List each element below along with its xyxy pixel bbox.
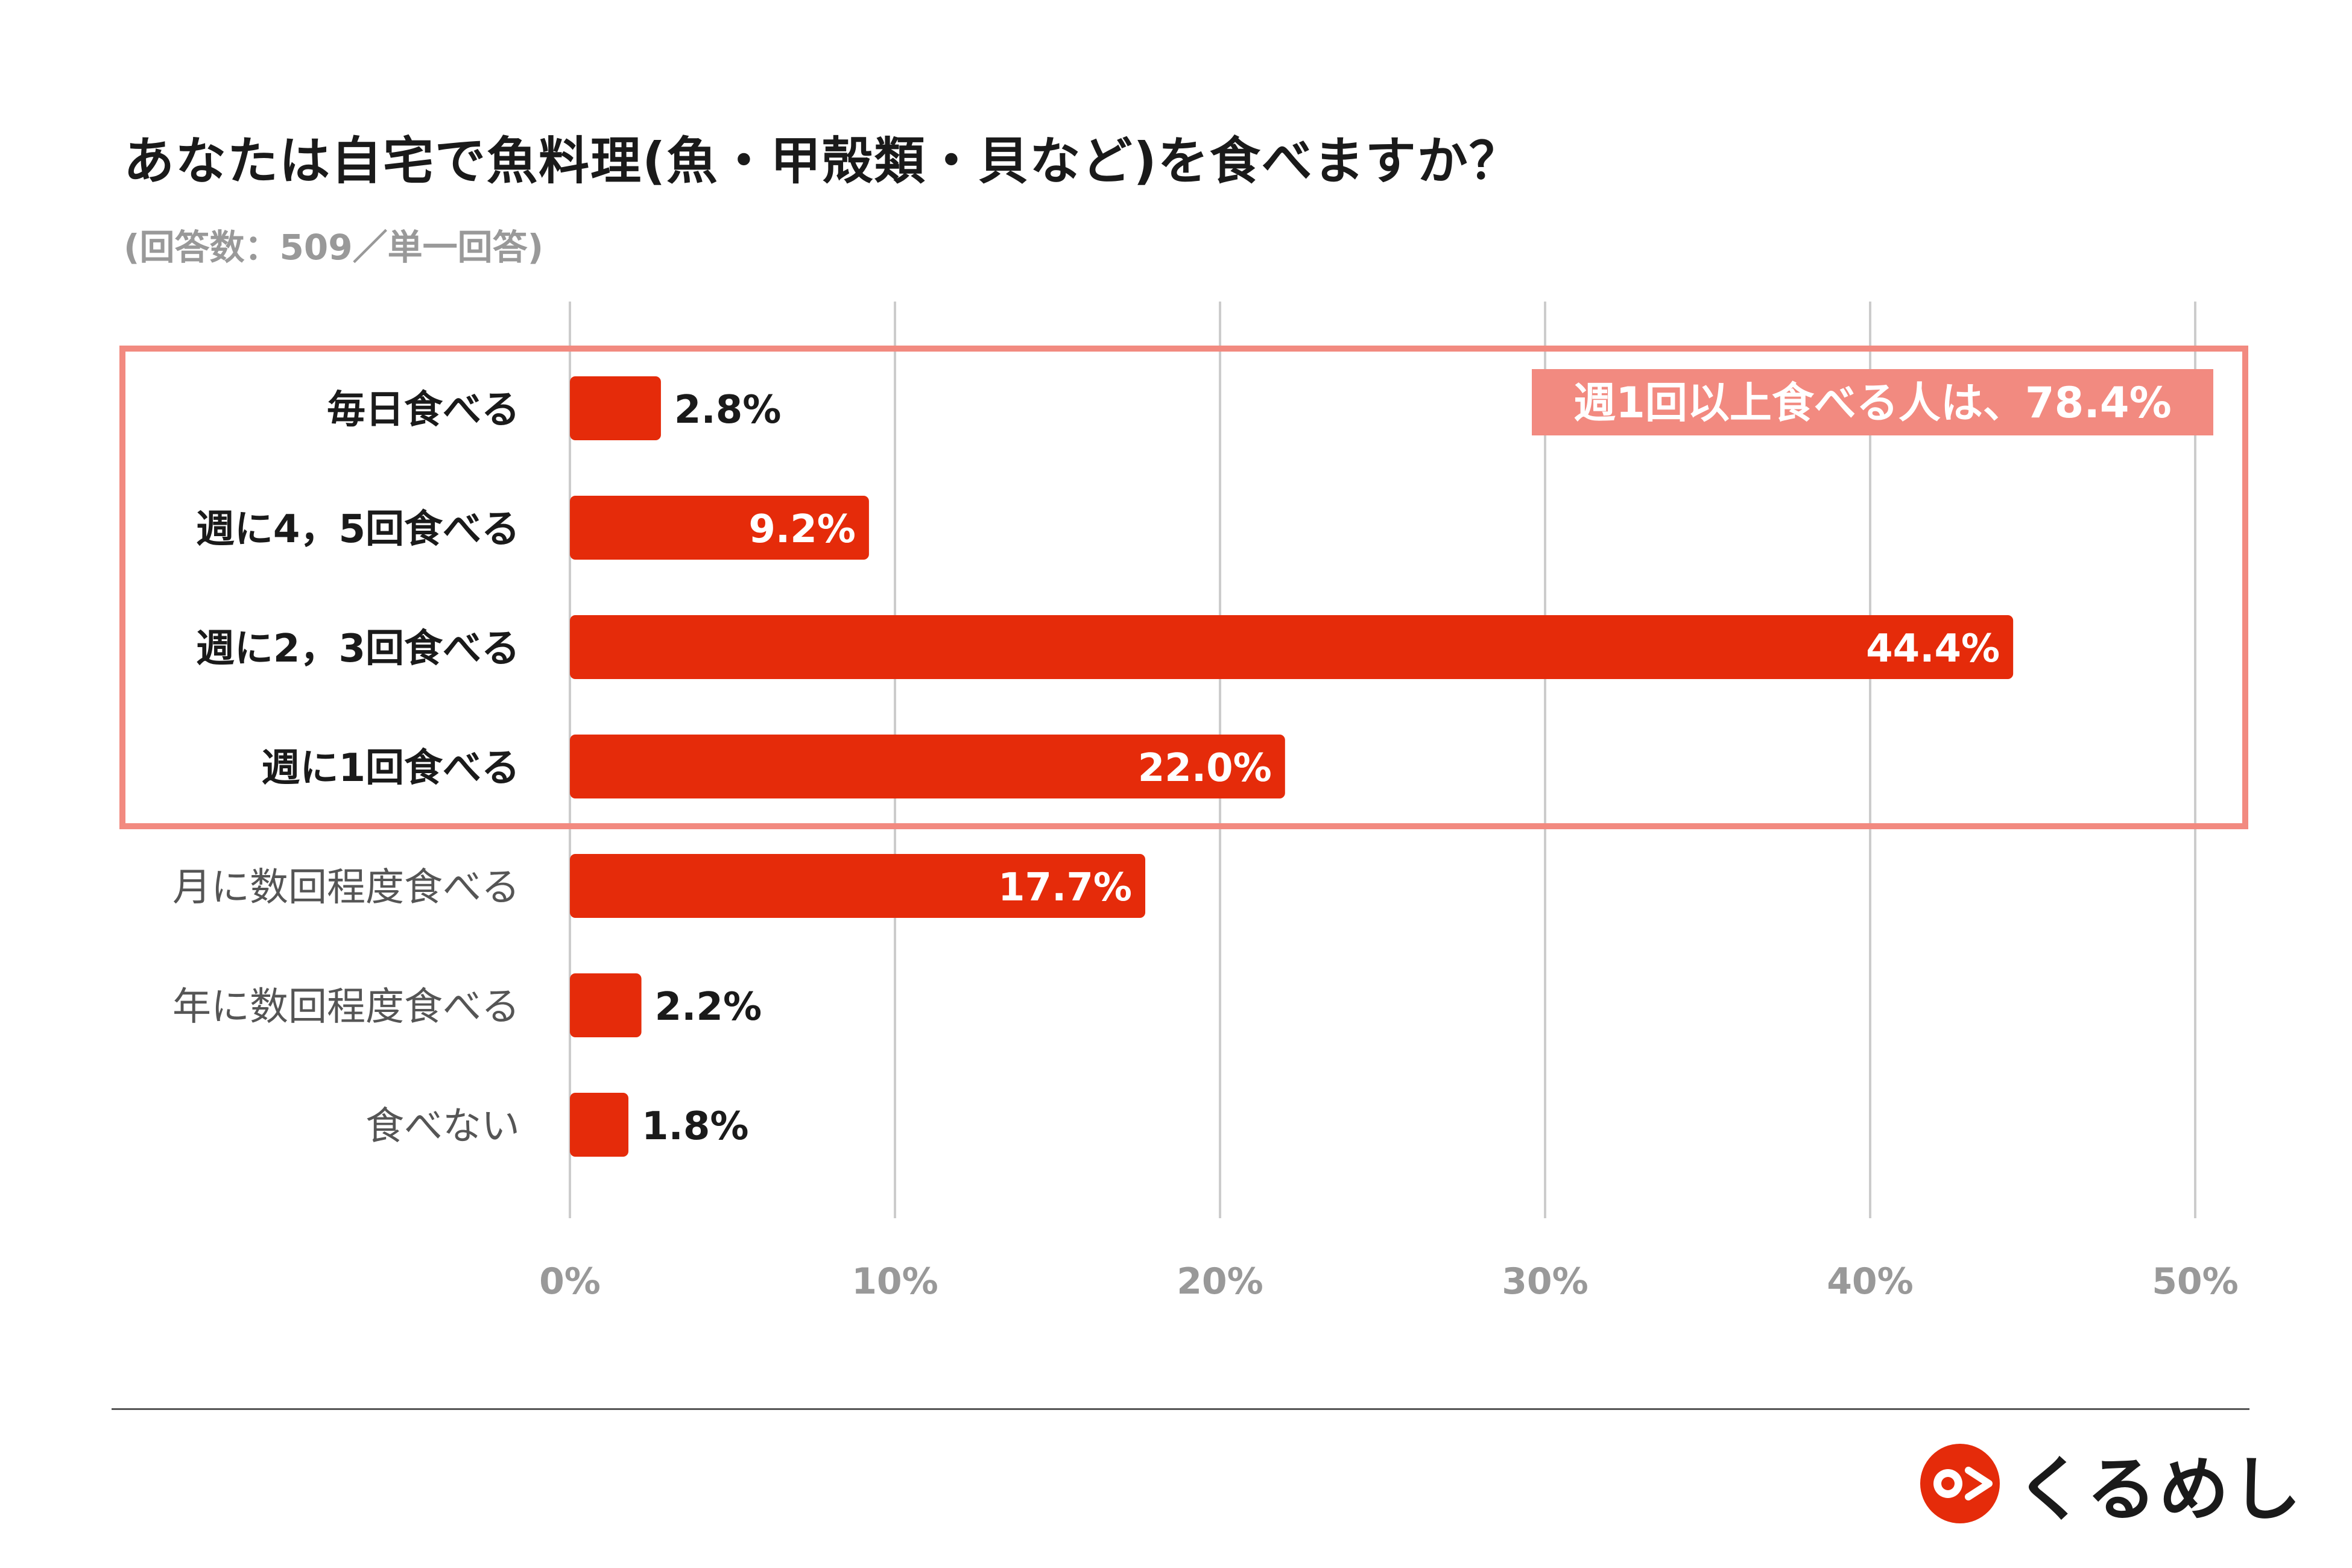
bar: [570, 615, 2014, 679]
x-tick-label: 10%: [852, 1260, 938, 1303]
bar: [570, 854, 1146, 918]
category-label: 食べない: [365, 1104, 520, 1149]
category-label: 年に数回程度食べる: [172, 985, 520, 1029]
brand-logo: くるめし: [1918, 1441, 2304, 1531]
bar: [570, 376, 661, 440]
data-label: 1.8%: [642, 1104, 749, 1149]
x-tick-label: 30%: [1502, 1260, 1589, 1303]
data-label: 9.2%: [748, 507, 856, 552]
annotation-text: 週1回以上食べる人は、78.4%: [1573, 378, 2172, 428]
category-label: 月に数回程度食べる: [172, 865, 520, 910]
bar: [570, 973, 642, 1037]
x-tick-label: 40%: [1827, 1260, 1914, 1303]
x-tick-label: 50%: [2152, 1260, 2239, 1303]
footer-divider: [112, 1408, 2249, 1410]
x-tick-label: 0%: [539, 1260, 601, 1303]
chart-title: あなたは自宅で魚料理(魚・甲殻類・貝など)を食べますか？: [124, 131, 1521, 191]
data-label: 17.7%: [998, 865, 1132, 910]
category-label: 週に4，5回食べる: [196, 507, 520, 552]
fish-logo-icon: [1920, 1444, 2000, 1523]
category-label: 週に2，3回食べる: [196, 627, 520, 671]
data-label: 44.4%: [1866, 627, 2000, 671]
category-label: 週に1回食べる: [261, 746, 520, 791]
bar: [570, 1093, 629, 1157]
brand-name: くるめし: [2015, 1449, 2304, 1531]
annotation-background: [1532, 369, 2213, 435]
bar: [570, 496, 869, 560]
highlight-box: [119, 346, 2248, 829]
chart-subtitle: (回答数：509／単一回答): [124, 227, 544, 268]
data-label: 2.2%: [655, 985, 762, 1029]
bar: [570, 735, 1285, 798]
data-label: 22.0%: [1138, 746, 1272, 791]
data-label: 2.8%: [674, 388, 782, 432]
bar-chart: 0% 10% 20% 30% 40% 50% 週1回以上食べる人は、78.4% 毎日食べる 2.…: [119, 302, 2248, 1303]
x-tick-label: 20%: [1177, 1260, 1263, 1303]
category-label: 毎日食べる: [327, 388, 520, 432]
